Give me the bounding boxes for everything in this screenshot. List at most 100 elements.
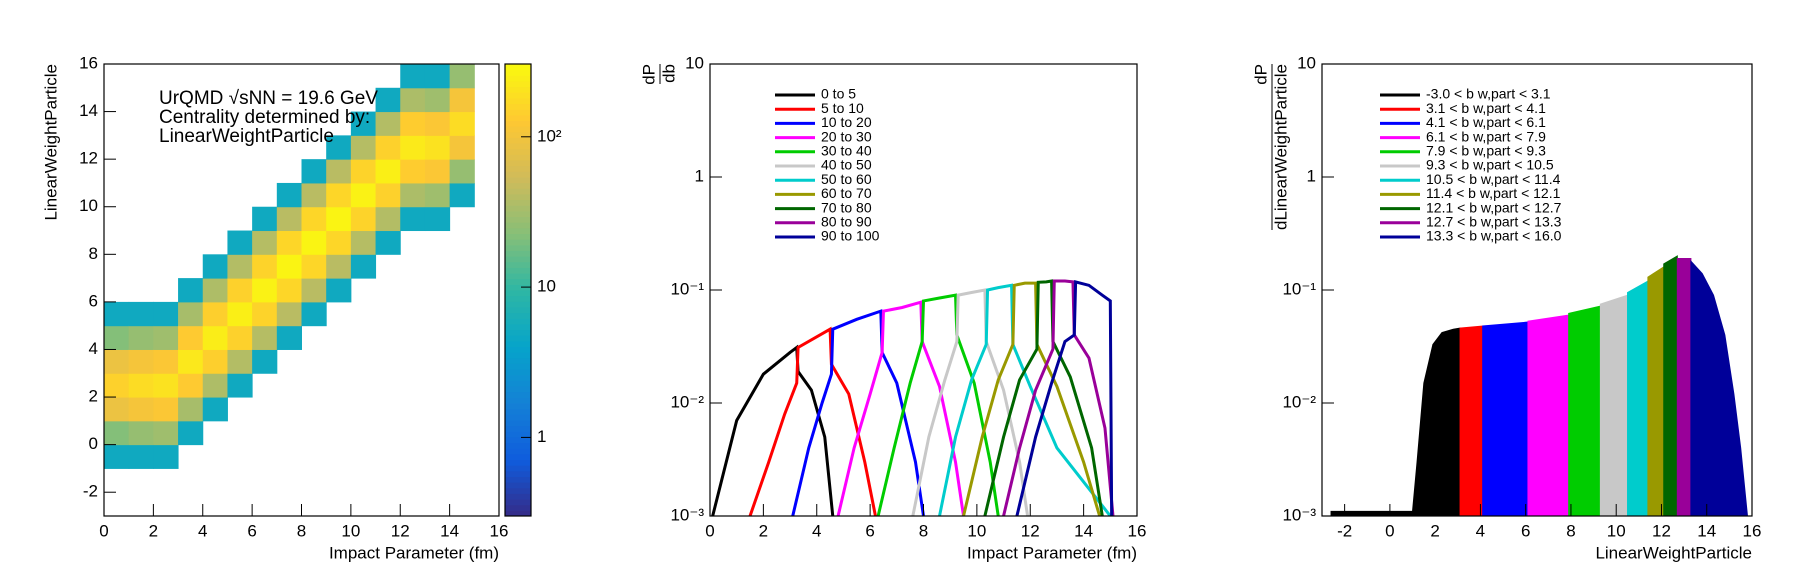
y-tick-label: 10 [79, 196, 98, 215]
x-tick-label: 10 [967, 521, 986, 540]
heat-cell [351, 302, 376, 326]
x-tick-label: 2 [1430, 521, 1439, 540]
heat-cell [178, 349, 204, 374]
heat-cell [252, 183, 277, 207]
heat-cell [277, 421, 302, 445]
annotation: Centrality determined by: [159, 107, 370, 128]
series-line [748, 326, 877, 516]
x-axis-label: Impact Parameter (fm) [329, 543, 499, 562]
heat-cell [178, 325, 204, 350]
heat-cell [400, 302, 425, 326]
heat-cell [104, 444, 130, 469]
heat-cell [400, 206, 426, 232]
heat-cell [104, 112, 129, 136]
heat-cell [252, 301, 278, 327]
heat-cell [425, 397, 450, 421]
legend-label: 12.7 < b w,part < 13.3 [1426, 214, 1562, 230]
heat-cell [449, 159, 475, 184]
heat-cell [376, 421, 401, 445]
heat-cell [400, 135, 426, 160]
y-tick-label: -2 [83, 482, 98, 501]
heat-cell [104, 301, 130, 327]
heat-cell [376, 349, 401, 373]
series-area [1527, 314, 1570, 516]
series-line [938, 283, 1112, 516]
x-tick-label: 12 [1021, 521, 1040, 540]
colorbar-step [505, 182, 531, 189]
heat-cell [203, 159, 228, 183]
heat-cell [375, 206, 401, 232]
x-axis-label: Impact Parameter (fm) [967, 543, 1137, 562]
heat-cell [350, 182, 377, 208]
heat-cell [252, 397, 277, 421]
heat-cell [129, 112, 154, 136]
series-area [1647, 266, 1665, 516]
heat-cell [178, 64, 203, 88]
heat-cell [276, 230, 302, 255]
heat-cell [153, 397, 179, 422]
heat-cell [128, 349, 154, 374]
colorbar-step [505, 160, 531, 167]
heat-cell [375, 182, 401, 208]
colorbar-step [505, 267, 531, 274]
heat-cell [375, 111, 401, 136]
heat-cell [400, 111, 426, 136]
heat-cell [400, 278, 425, 302]
heat-cell [227, 183, 252, 207]
heat-cell [302, 64, 327, 88]
y-tick-label: 1 [695, 166, 704, 185]
heat-cell [425, 302, 450, 326]
series-line [836, 300, 966, 516]
heat-cell [227, 301, 253, 327]
heat-cell [104, 207, 129, 231]
heat-cell [301, 301, 327, 327]
heat-cell [425, 349, 450, 373]
legend-label: 11.4 < b w,part < 12.1 [1426, 185, 1561, 201]
heat-cell [276, 325, 302, 350]
series-line [1002, 279, 1115, 516]
legend-label: 90 to 100 [821, 228, 880, 244]
series-line [876, 293, 1000, 516]
x-tick-label: 4 [1476, 521, 1485, 540]
heat-cell [400, 326, 425, 350]
colorbar-step [505, 64, 531, 71]
colorbar-step [505, 408, 531, 415]
colorbar-step [505, 386, 531, 393]
legend-label: 60 to 70 [821, 185, 872, 201]
colorbar-step [505, 374, 531, 381]
heat-cell [203, 64, 228, 88]
heat-cell [227, 325, 253, 350]
colorbar-step [505, 301, 531, 308]
heat-cell [104, 183, 129, 207]
heat-cell [202, 397, 228, 422]
x-tick-label: 4 [812, 521, 821, 540]
colorbar-step [505, 69, 531, 76]
heat-cell [301, 206, 327, 232]
heat-cell [301, 278, 327, 303]
heat-cell [129, 231, 154, 255]
colorbar-step [505, 92, 531, 99]
heat-cell [450, 207, 475, 231]
heat-cell [227, 278, 253, 303]
colorbar-step [505, 499, 531, 506]
y-tick-label: 12 [79, 149, 98, 168]
heat-cell [153, 420, 179, 446]
x-tick-label: 2 [759, 521, 768, 540]
heat-cell [400, 159, 426, 184]
heat-cell [424, 159, 451, 184]
heat-cell [376, 254, 401, 278]
x-tick-label: 6 [247, 521, 256, 540]
heat-cell [128, 373, 154, 398]
x-tick-label: 0 [99, 521, 108, 540]
heat-cell [129, 183, 154, 207]
colorbar-step [505, 459, 531, 466]
x-tick-label: 14 [1697, 521, 1716, 540]
x-tick-label: 2 [149, 521, 158, 540]
legend-label: 7.9 < b w,part < 9.3 [1426, 143, 1546, 159]
legend-label: 3.1 < b w,part < 4.1 [1426, 100, 1546, 116]
heat-cell [104, 64, 129, 88]
heat-cell [450, 254, 475, 278]
heat-cell [276, 278, 302, 303]
colorbar-step [505, 414, 531, 421]
heat-cell [400, 231, 425, 255]
